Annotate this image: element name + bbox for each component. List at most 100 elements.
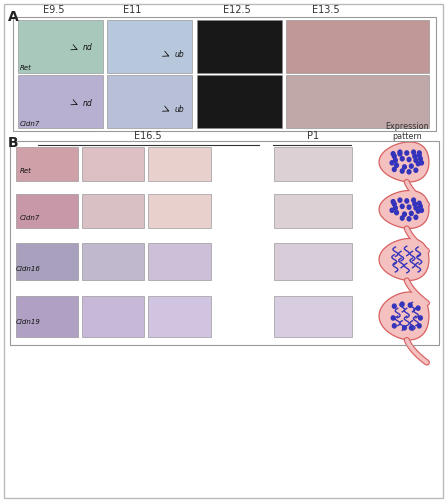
Circle shape [414, 168, 418, 172]
Circle shape [407, 216, 411, 221]
Text: nd: nd [83, 98, 93, 108]
FancyBboxPatch shape [107, 75, 192, 128]
Text: Expression
pattern: Expression pattern [385, 122, 429, 141]
FancyBboxPatch shape [148, 242, 211, 280]
Circle shape [417, 151, 421, 155]
Circle shape [401, 216, 404, 220]
Circle shape [418, 204, 422, 208]
Circle shape [391, 152, 395, 156]
Circle shape [392, 154, 396, 158]
Circle shape [392, 202, 396, 206]
FancyBboxPatch shape [197, 20, 282, 72]
Circle shape [392, 168, 396, 172]
Circle shape [407, 205, 411, 210]
Circle shape [418, 156, 422, 161]
FancyBboxPatch shape [274, 296, 352, 337]
FancyBboxPatch shape [197, 75, 282, 128]
FancyBboxPatch shape [82, 194, 144, 228]
Circle shape [398, 152, 402, 156]
Text: Ret: Ret [20, 66, 32, 71]
Circle shape [414, 206, 418, 210]
Polygon shape [379, 142, 429, 182]
Text: ub: ub [174, 105, 184, 114]
Polygon shape [379, 238, 429, 281]
Circle shape [403, 165, 406, 169]
Text: ub: ub [174, 50, 184, 59]
Text: Ret: Ret [20, 168, 32, 174]
Text: A: A [8, 10, 19, 24]
FancyBboxPatch shape [16, 296, 78, 337]
Circle shape [391, 316, 395, 320]
FancyBboxPatch shape [148, 194, 211, 228]
Circle shape [405, 199, 409, 203]
Text: E13.5: E13.5 [312, 5, 340, 15]
Text: B: B [8, 136, 19, 150]
Circle shape [409, 326, 413, 330]
Circle shape [412, 198, 415, 202]
Circle shape [409, 212, 413, 216]
Text: Cldn7: Cldn7 [20, 120, 40, 126]
Circle shape [418, 316, 422, 320]
Circle shape [401, 169, 404, 173]
FancyBboxPatch shape [274, 242, 352, 280]
Circle shape [414, 215, 418, 220]
Text: nd: nd [83, 44, 93, 52]
Polygon shape [379, 190, 429, 228]
Circle shape [417, 154, 421, 158]
Circle shape [416, 209, 420, 213]
Circle shape [412, 150, 415, 154]
Circle shape [395, 163, 398, 168]
Circle shape [403, 212, 406, 216]
Text: Cldn16: Cldn16 [16, 266, 41, 272]
Circle shape [390, 208, 394, 212]
Circle shape [398, 150, 402, 154]
Circle shape [414, 158, 418, 162]
FancyBboxPatch shape [16, 242, 78, 280]
Circle shape [407, 158, 411, 162]
Circle shape [390, 160, 394, 165]
FancyBboxPatch shape [18, 20, 103, 72]
Circle shape [413, 154, 417, 158]
FancyBboxPatch shape [286, 20, 429, 72]
Polygon shape [379, 292, 429, 340]
Circle shape [398, 198, 402, 202]
Text: E16.5: E16.5 [134, 131, 161, 141]
Circle shape [393, 206, 397, 210]
Circle shape [417, 201, 421, 205]
FancyBboxPatch shape [82, 296, 144, 337]
Text: Cldn19: Cldn19 [16, 319, 41, 325]
FancyBboxPatch shape [16, 147, 78, 181]
Text: E12.5: E12.5 [223, 5, 251, 15]
Circle shape [416, 162, 420, 166]
FancyBboxPatch shape [82, 147, 144, 181]
Circle shape [392, 324, 396, 328]
Circle shape [393, 158, 397, 162]
FancyBboxPatch shape [82, 242, 144, 280]
Circle shape [417, 324, 421, 328]
Circle shape [401, 156, 404, 161]
FancyBboxPatch shape [18, 75, 103, 128]
Circle shape [408, 303, 412, 308]
Text: P1: P1 [307, 131, 319, 141]
Circle shape [403, 326, 406, 330]
Text: E11: E11 [122, 5, 141, 15]
Text: E9.5: E9.5 [43, 5, 64, 15]
FancyBboxPatch shape [107, 20, 192, 72]
FancyBboxPatch shape [286, 75, 429, 128]
Circle shape [407, 170, 411, 174]
FancyBboxPatch shape [274, 147, 352, 181]
FancyBboxPatch shape [148, 296, 211, 337]
Text: Cldn7: Cldn7 [20, 215, 40, 221]
Circle shape [392, 304, 396, 308]
FancyBboxPatch shape [274, 194, 352, 228]
Circle shape [416, 306, 420, 310]
Circle shape [395, 210, 398, 214]
FancyBboxPatch shape [16, 194, 78, 228]
FancyBboxPatch shape [148, 147, 211, 181]
Circle shape [401, 204, 404, 208]
Circle shape [409, 164, 413, 168]
Circle shape [405, 151, 409, 155]
Circle shape [391, 200, 395, 204]
Circle shape [413, 202, 417, 206]
FancyBboxPatch shape [4, 4, 443, 498]
